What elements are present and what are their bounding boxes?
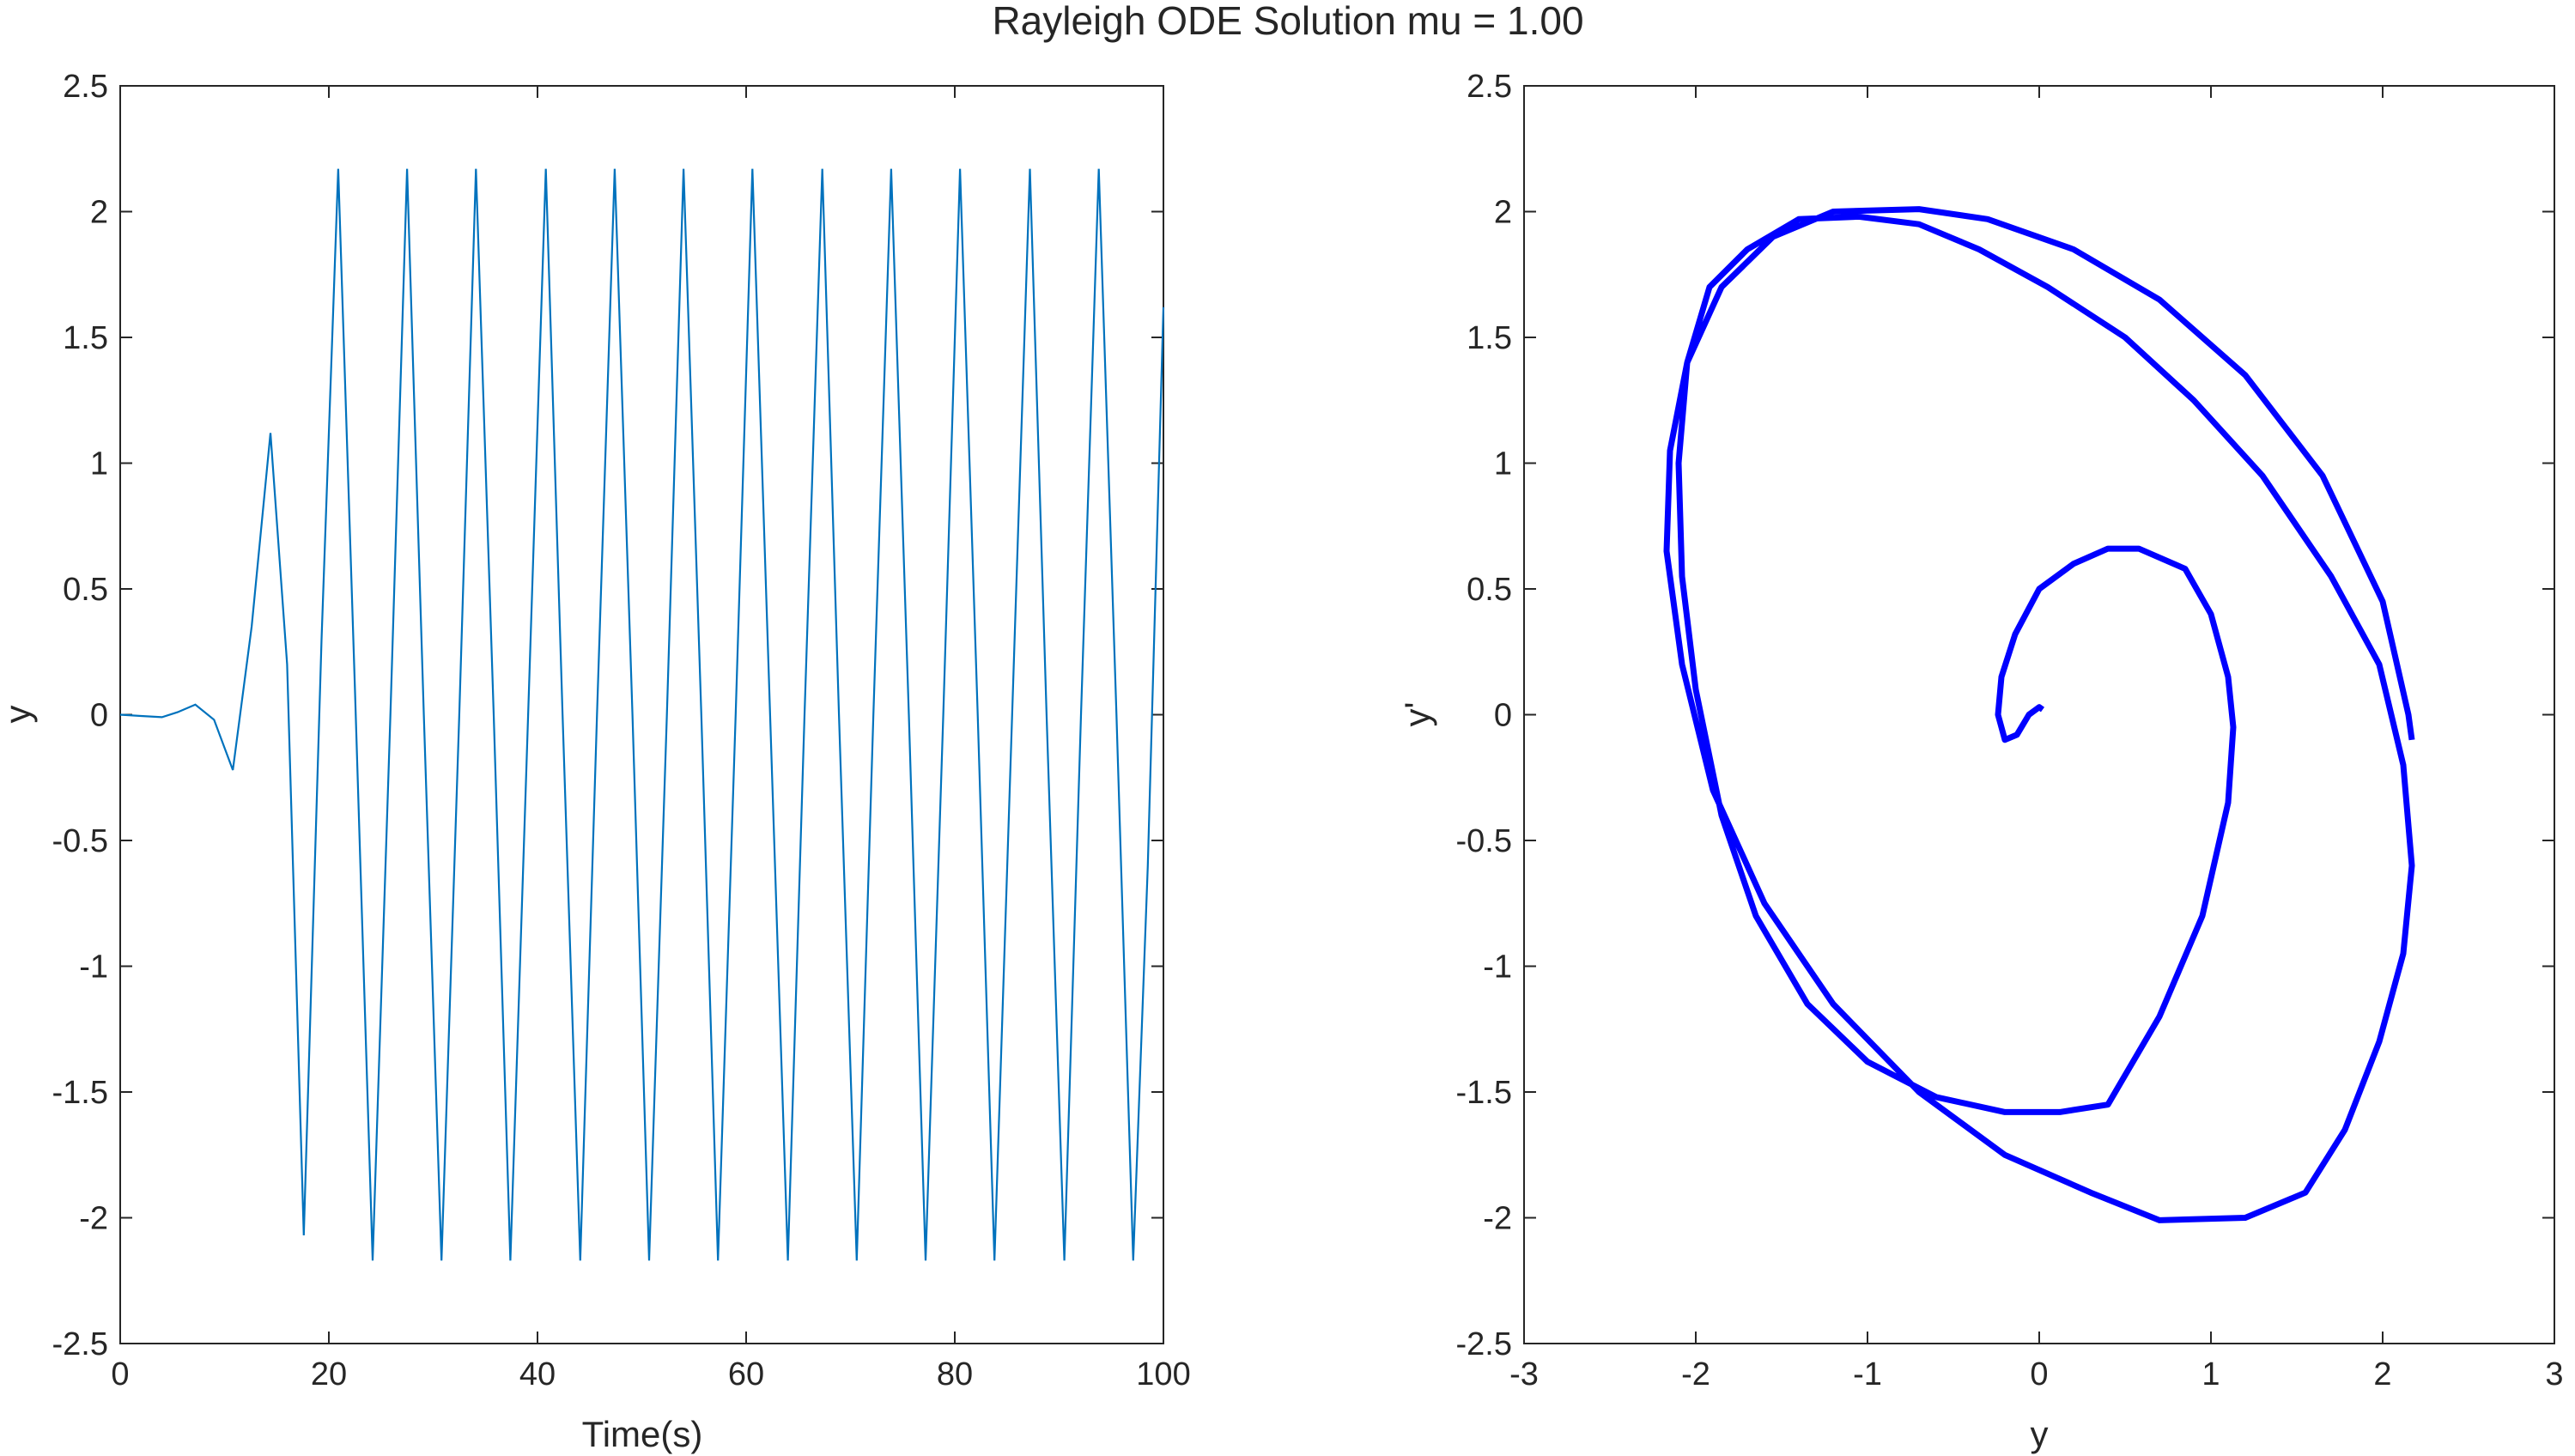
time-series-panel: 0 20 40 60 80 100 -2.5 -2 -1.5 -1 -0.5 0 0.5 1 1.5 2 2.5… (0, 69, 1191, 1454)
phase-portrait-ytick-label: -2.5 (1456, 1326, 1512, 1362)
phase-portrait-ytick-label: 1 (1494, 446, 1512, 482)
phase-portrait-xtick-label: 0 (2030, 1356, 2048, 1392)
time-series-ylabel: y (0, 706, 38, 724)
time-series-xtick-label: 100 (1136, 1356, 1190, 1392)
time-series-xtick-label: 0 (111, 1356, 129, 1392)
phase-portrait-axes-frame (1523, 85, 2555, 1344)
phase-portrait-ytick-label: 2.5 (1467, 69, 1512, 105)
time-series-ytick-label: 1.5 (63, 320, 108, 356)
time-series-ytick-label: 2 (90, 195, 108, 231)
time-series-ytick-label: -1 (79, 949, 108, 986)
phase-portrait-tick-labels: -3 -2 -1 0 1 2 3 -2.5 -2 -1.5 -1 -0.5 0 0.5 1 1.5 2 2.5 (1456, 69, 2564, 1392)
time-series-xtick-label: 20 (311, 1356, 347, 1392)
time-series-ticks (119, 85, 1164, 1344)
phase-portrait-ytick-label: -1.5 (1456, 1075, 1512, 1111)
time-series-tick-labels: 0 20 40 60 80 100 -2.5 -2 -1.5 -1 -0.5 0 0.5 1 1.5 2 2.5 (52, 69, 1191, 1392)
phase-portrait-ylabel: y' (1397, 701, 1437, 726)
phase-portrait-ytick-label: 0.5 (1467, 572, 1512, 608)
phase-portrait-ytick-label: -0.5 (1456, 823, 1512, 859)
phase-portrait-xtick-label: -3 (1509, 1356, 1539, 1392)
time-series-xtick-label: 80 (937, 1356, 973, 1392)
phase-portrait-ytick-label: -2 (1483, 1201, 1512, 1237)
time-series-ytick-label: 1 (90, 446, 108, 482)
time-series-ytick-label: 0.5 (63, 572, 108, 608)
time-series-ytick-label: -1.5 (52, 1075, 108, 1111)
time-series-ytick-label: -0.5 (52, 823, 108, 859)
phase-portrait-xtick-label: 1 (2202, 1356, 2220, 1392)
time-series-axes-frame (119, 85, 1164, 1344)
phase-portrait-ytick-label: 2 (1494, 195, 1512, 231)
phase-portrait-line (1663, 206, 2415, 1223)
phase-portrait-xtick-label: 2 (2373, 1356, 2391, 1392)
phase-portrait-ytick-label: -1 (1483, 949, 1512, 986)
phase-portrait-xtick-label: -2 (1681, 1356, 1710, 1392)
time-series-ytick-label: -2 (79, 1201, 108, 1237)
time-series-xtick-label: 40 (519, 1356, 556, 1392)
time-series-xtick-label: 60 (728, 1356, 764, 1392)
phase-portrait-ytick-label: 1.5 (1467, 320, 1512, 356)
time-series-ytick-label: 0 (90, 698, 108, 734)
phase-portrait-ytick-label: 0 (1494, 698, 1512, 734)
phase-portrait-xtick-label: -1 (1853, 1356, 1882, 1392)
time-series-xlabel: Time(s) (582, 1414, 703, 1454)
time-series-line (119, 168, 1165, 1261)
time-series-ytick-label: 2.5 (63, 69, 108, 105)
phase-portrait-xlabel: y (2031, 1414, 2049, 1454)
figure-title: Rayleigh ODE Solution mu = 1.00 (992, 0, 1583, 43)
phase-portrait-xtick-label: 3 (2545, 1356, 2563, 1392)
time-series-ytick-label: -2.5 (52, 1326, 108, 1362)
phase-portrait-panel: -3 -2 -1 0 1 2 3 -2.5 -2 -1.5 -1 -0.5 0 0.5 1 1.5 2 2.5 y… (1397, 69, 2564, 1454)
phase-portrait-ticks (1523, 85, 2555, 1344)
